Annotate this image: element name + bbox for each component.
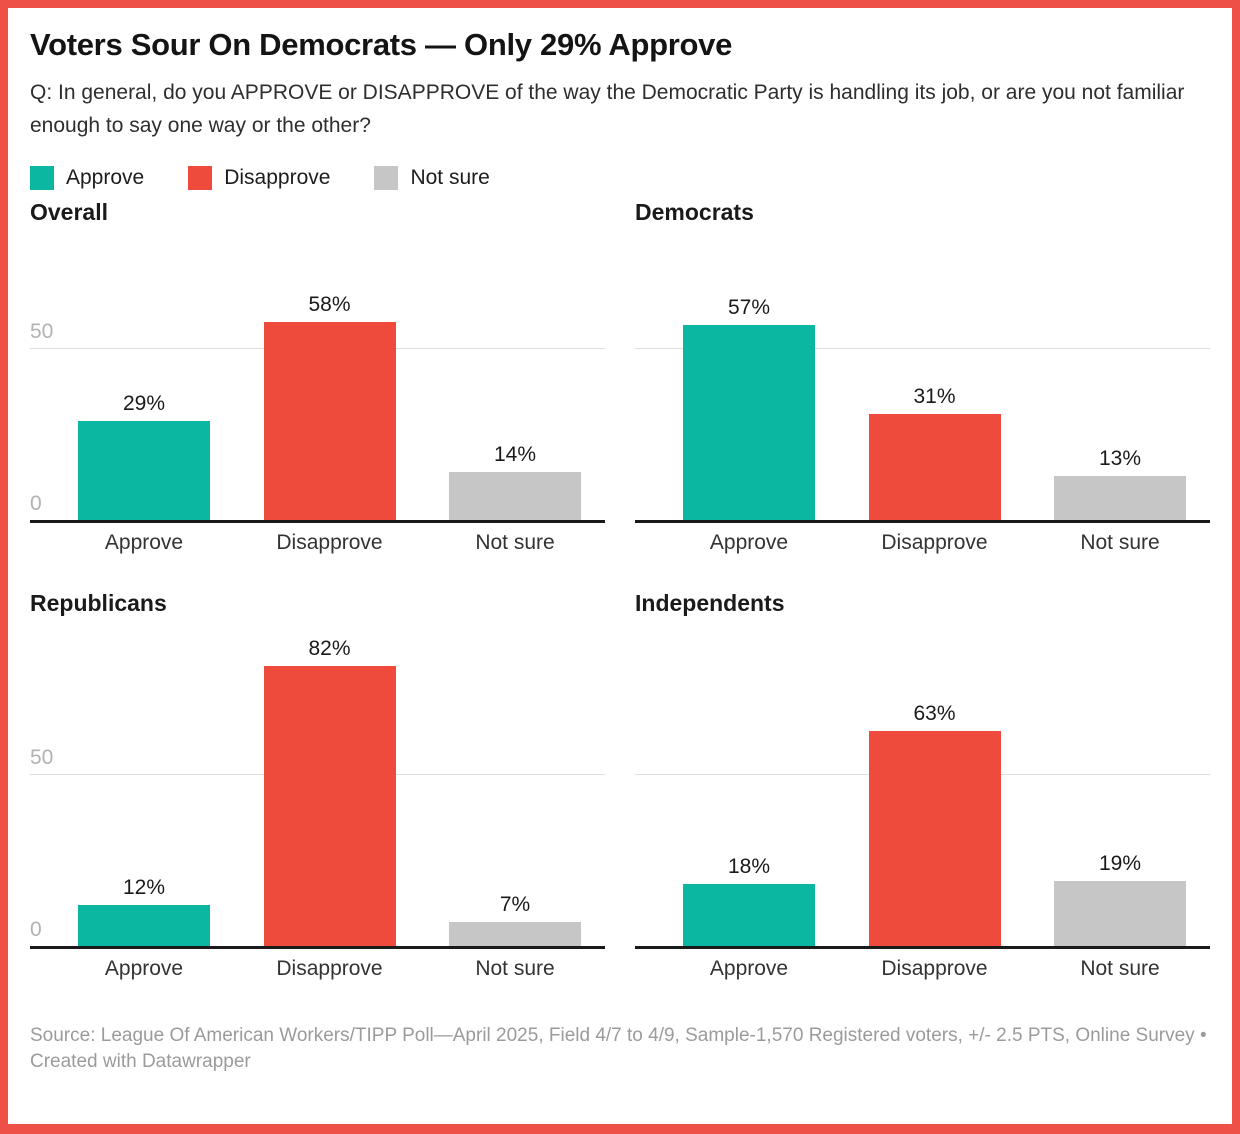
panel-title: Overall bbox=[30, 199, 108, 225]
bar-group-not-sure: 13% bbox=[1054, 232, 1186, 520]
category-label: Not sure bbox=[1080, 531, 1160, 554]
bar-value-label: 63% bbox=[913, 702, 956, 725]
plot-area: 18% 63% 19% bbox=[635, 623, 1210, 946]
plot-area: 50 0 12% 82% 7% bbox=[30, 623, 605, 946]
legend-label: Disapprove bbox=[224, 166, 331, 189]
chart-panel-democrats: Democrats 57% 31% 13% Approve Disapprove Not s… bbox=[635, 198, 1210, 555]
bar-group-disapprove: 63% bbox=[868, 623, 1001, 946]
bar-value-label: 14% bbox=[493, 443, 537, 466]
bar bbox=[263, 322, 396, 520]
bar-group-not-sure: 19% bbox=[1054, 623, 1186, 946]
bar-group-row: 29% 58% 14% bbox=[30, 232, 605, 520]
bar bbox=[449, 922, 581, 946]
legend-swatch-icon bbox=[30, 166, 54, 190]
bar-value-label: 82% bbox=[308, 637, 351, 660]
chart-grid: Overall 50 0 29% 58% 14% Approve Disapprove Not … bbox=[30, 198, 1210, 981]
bar-group-disapprove: 82% bbox=[263, 623, 396, 946]
plot-area: 57% 31% 13% bbox=[635, 232, 1210, 520]
bar-value-label: 19% bbox=[1098, 852, 1142, 875]
page-title: Voters Sour On Democrats — Only 29% Appr… bbox=[30, 27, 733, 62]
bar bbox=[868, 414, 1001, 520]
bar bbox=[1054, 476, 1186, 520]
x-axis-baseline bbox=[30, 520, 605, 523]
panel-title: Independents bbox=[635, 590, 785, 616]
legend-item-approve: Approve bbox=[30, 166, 144, 190]
category-label-row: Approve Disapprove Not sure bbox=[635, 531, 1210, 555]
bar-group-row: 18% 63% 19% bbox=[635, 623, 1210, 946]
category-label: Disapprove bbox=[276, 957, 383, 980]
bar-value-label: 31% bbox=[913, 385, 956, 408]
panel-title: Republicans bbox=[30, 590, 167, 616]
chart-question: Q: In general, do you APPROVE or DISAPPR… bbox=[30, 81, 1185, 137]
x-axis-baseline bbox=[635, 520, 1210, 523]
bar-value-label: 13% bbox=[1098, 447, 1142, 470]
chart-panel-overall: Overall 50 0 29% 58% 14% Approve Disapprove Not … bbox=[30, 198, 605, 555]
content: Voters Sour On Democrats — Only 29% Appr… bbox=[8, 8, 1232, 1075]
legend: Approve Disapprove Not sure bbox=[30, 166, 1210, 190]
y-tick-label-0: 0 bbox=[30, 918, 42, 941]
bar bbox=[868, 731, 1001, 946]
bar-value-label: 58% bbox=[308, 293, 351, 316]
bar bbox=[449, 472, 581, 520]
gridline-50 bbox=[635, 348, 1210, 349]
bar-group-not-sure: 7% bbox=[449, 623, 581, 946]
x-axis-baseline bbox=[635, 946, 1210, 949]
bar-value-label: 12% bbox=[122, 876, 166, 899]
bar bbox=[78, 421, 210, 520]
bar-value-label: 29% bbox=[122, 392, 166, 415]
bar bbox=[1054, 881, 1186, 946]
category-label: Approve bbox=[709, 531, 789, 554]
legend-label: Approve bbox=[66, 166, 145, 189]
bar-group-approve: 57% bbox=[683, 232, 815, 520]
category-label: Disapprove bbox=[881, 531, 988, 554]
bar-group-row: 12% 82% 7% bbox=[30, 623, 605, 946]
bar-group-approve: 12% bbox=[78, 623, 210, 946]
legend-item-disapprove: Disapprove bbox=[188, 166, 330, 190]
bar-group-not-sure: 14% bbox=[449, 232, 581, 520]
category-label: Not sure bbox=[475, 957, 555, 980]
bar-group-disapprove: 31% bbox=[868, 232, 1001, 520]
y-tick-label-0: 0 bbox=[30, 492, 42, 515]
category-label-row: Approve Disapprove Not sure bbox=[30, 957, 605, 981]
bar-group-row: 57% 31% 13% bbox=[635, 232, 1210, 520]
category-label-row: Approve Disapprove Not sure bbox=[635, 957, 1210, 981]
legend-label: Not sure bbox=[410, 166, 490, 189]
category-label: Disapprove bbox=[881, 957, 988, 980]
chart-panel-independents: Independents 18% 63% 19% Approve Disapprove No… bbox=[635, 589, 1210, 981]
bar-value-label: 57% bbox=[727, 296, 771, 319]
category-label: Approve bbox=[104, 957, 184, 980]
category-label: Not sure bbox=[475, 531, 555, 554]
panel-title: Democrats bbox=[635, 199, 754, 225]
bar-group-disapprove: 58% bbox=[263, 232, 396, 520]
bar-value-label: 18% bbox=[727, 855, 771, 878]
bar-group-approve: 29% bbox=[78, 232, 210, 520]
category-label: Disapprove bbox=[276, 531, 383, 554]
legend-swatch-icon bbox=[188, 166, 213, 190]
legend-swatch-icon bbox=[374, 166, 399, 190]
bar bbox=[263, 666, 396, 946]
bar-value-label: 7% bbox=[499, 893, 531, 916]
category-label-row: Approve Disapprove Not sure bbox=[30, 531, 605, 555]
chart-panel-republicans: Republicans 50 0 12% 82% 7% Approve Disapprove N… bbox=[30, 589, 605, 981]
bar-group-approve: 18% bbox=[683, 623, 815, 946]
bar bbox=[78, 905, 210, 946]
y-tick-label-50: 50 bbox=[30, 320, 54, 343]
bar bbox=[683, 325, 815, 520]
category-label: Approve bbox=[104, 531, 184, 554]
y-tick-label-50: 50 bbox=[30, 746, 54, 769]
x-axis-baseline bbox=[30, 946, 605, 949]
source-note: Source: League Of American Workers/TIPP … bbox=[30, 1025, 1207, 1072]
category-label: Approve bbox=[709, 957, 789, 980]
plot-area: 50 0 29% 58% 14% bbox=[30, 232, 605, 520]
bar bbox=[683, 884, 815, 946]
category-label: Not sure bbox=[1080, 957, 1160, 980]
legend-item-not-sure: Not sure bbox=[374, 166, 490, 190]
